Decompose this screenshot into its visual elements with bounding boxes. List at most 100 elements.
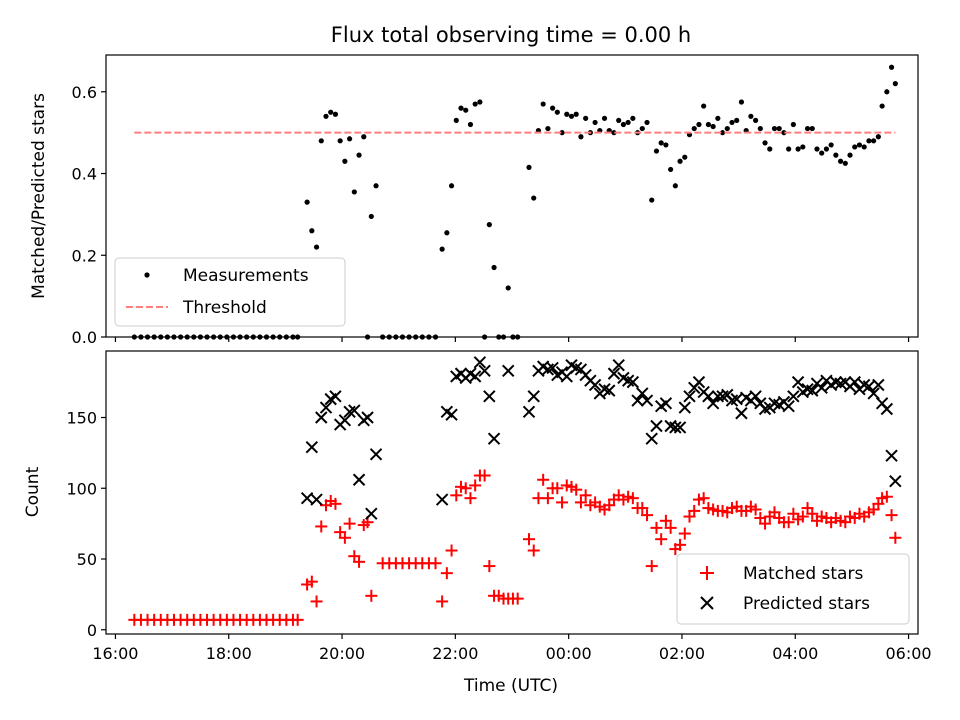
measurement-point	[568, 113, 575, 119]
measurement-point	[630, 115, 636, 121]
measurement-point	[611, 130, 617, 136]
measurement-point	[734, 117, 740, 123]
predicted-stars-point	[487, 432, 501, 445]
measurement-point	[828, 142, 834, 148]
measurement-point	[842, 160, 848, 166]
measurement-point	[332, 111, 339, 117]
measurement-point	[545, 125, 551, 132]
matched-stars-point	[880, 490, 893, 503]
predicted-stars-point	[546, 361, 559, 375]
measurement-point	[639, 125, 645, 132]
predicted-stars-point	[706, 397, 720, 410]
y-tick-label: 100	[66, 479, 97, 498]
measurement-point	[550, 105, 556, 111]
predicted-stars-point	[787, 390, 800, 403]
measurement-point	[620, 121, 627, 128]
predicted-stars-point	[683, 390, 696, 403]
measurement-point	[833, 152, 839, 158]
measurement-point	[277, 334, 283, 340]
top-axes: 0.0 0.2 0.4 0.6 Matched/Predicted stars Mea…	[29, 54, 919, 347]
predicted-stars-point	[889, 474, 902, 488]
measurement-point	[601, 115, 608, 121]
measurement-point	[458, 105, 464, 111]
matched-stars-point	[429, 557, 442, 570]
y-tick-label: 50	[77, 550, 97, 569]
measurement-point	[724, 125, 730, 132]
measurement-point	[814, 146, 820, 152]
measurement-point	[191, 334, 197, 340]
predicted-stars-point	[603, 384, 616, 397]
matched-stars-point	[636, 502, 649, 515]
measurement-point	[399, 334, 406, 340]
matched-stars-point	[650, 521, 663, 534]
measurement-point	[748, 113, 754, 119]
bottom-y-ticks: 0 50 100 150	[66, 409, 106, 640]
y-tick-label: 0.4	[72, 165, 97, 184]
matched-stars-point	[645, 560, 658, 573]
predicted-stars-point	[692, 375, 706, 389]
top-legend: Measurements Threshold	[114, 257, 346, 327]
measurement-point	[710, 123, 716, 130]
predicted-stars-point	[815, 381, 828, 394]
matched-stars-point	[469, 479, 482, 492]
matched-stars-point	[664, 521, 677, 534]
matched-stars-point	[806, 507, 819, 520]
measurement-point	[356, 152, 362, 158]
measurement-point	[486, 222, 492, 228]
legend-predicted-marker	[700, 596, 714, 610]
measurement-point	[171, 334, 177, 340]
predicted-stars-point	[361, 411, 374, 424]
measurement-point	[393, 334, 399, 340]
measurement-point	[426, 334, 432, 340]
measurement-point	[837, 158, 844, 164]
measurement-point	[158, 334, 164, 340]
measurement-point	[347, 136, 353, 142]
measurement-point	[658, 140, 664, 146]
predicted-stars-point	[782, 399, 795, 413]
predicted-stars-point	[640, 394, 654, 407]
bottom-legend: Matched stars Predicted stars	[676, 553, 910, 625]
predicted-stars-point	[468, 370, 482, 383]
matched-stars-point	[291, 613, 304, 626]
matched-stars-point	[570, 483, 583, 496]
measurement-point	[823, 146, 830, 152]
matched-stars-point	[688, 504, 701, 517]
measurement-point	[531, 195, 537, 201]
matched-stars-point	[674, 538, 687, 551]
predicted-stars-point	[659, 397, 673, 410]
matched-stars-point	[796, 510, 809, 523]
x-tick-label: 22:00	[432, 644, 478, 663]
measurement-point	[419, 334, 425, 340]
bottom-x-ticks: 16:00 18:00 20:00 22:00 00:00 02:00 04:00 06:00	[92, 634, 932, 663]
predicted-stars-point	[338, 414, 352, 427]
measurement-point	[804, 125, 811, 132]
measurement-point	[677, 158, 683, 164]
measurement-point	[328, 109, 334, 115]
matched-stars-point	[889, 531, 902, 544]
measurement-point	[177, 334, 184, 340]
y-tick-label: 0.6	[72, 83, 97, 102]
predicted-stars-point	[522, 405, 536, 419]
measurement-point	[197, 334, 204, 340]
measurement-point	[663, 142, 669, 148]
predicted-stars-point	[329, 390, 342, 403]
measurement-point	[444, 230, 450, 236]
matched-stars-point	[338, 531, 351, 544]
measurement-point	[361, 134, 367, 140]
predicted-stars-point	[348, 404, 361, 417]
measurement-point	[691, 125, 697, 132]
matched-stars-point	[353, 555, 366, 568]
matched-stars-point	[511, 592, 524, 605]
predicted-stars-point	[626, 375, 640, 389]
matched-stars-point	[445, 544, 458, 557]
predicted-stars-point	[650, 419, 663, 433]
bottom-legend-box	[676, 553, 910, 625]
measurement-point	[559, 130, 565, 136]
measurement-point	[573, 111, 579, 117]
measurement-point	[762, 140, 768, 146]
matched-stars-point	[556, 496, 569, 509]
measurement-point	[290, 334, 296, 340]
measurement-point	[244, 334, 250, 340]
measurement-point	[270, 334, 276, 340]
measurement-point	[184, 334, 190, 340]
